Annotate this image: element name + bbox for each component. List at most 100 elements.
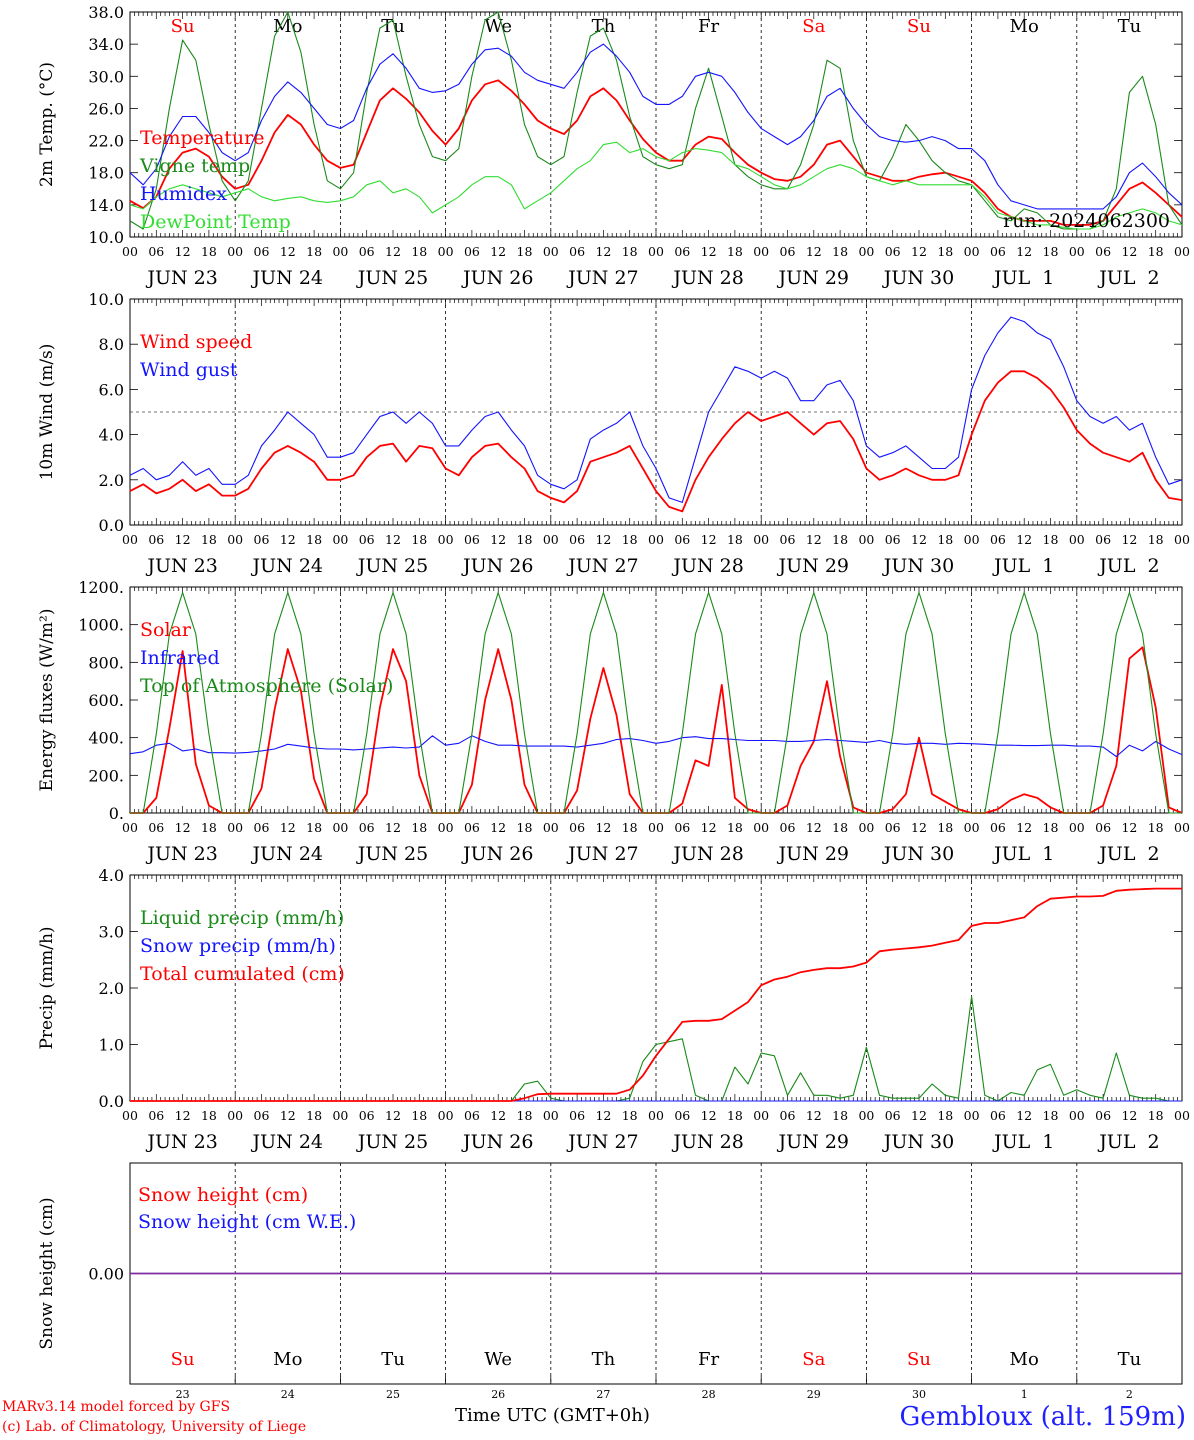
legend-entry: Wind gust bbox=[140, 359, 238, 381]
hour-tick-label: 18 bbox=[517, 1108, 533, 1123]
y-tick-label: 26.0 bbox=[88, 99, 124, 118]
hour-tick-label: 12 bbox=[911, 244, 927, 259]
hour-tick-label: 06 bbox=[569, 244, 585, 259]
weekday-label: Su bbox=[907, 1349, 931, 1370]
time-axis-label: Time UTC (GMT+0h) bbox=[455, 1405, 650, 1426]
y-tick-label: 1.0 bbox=[99, 1036, 124, 1055]
hour-tick-label: 00 bbox=[332, 244, 348, 259]
y-tick-label: 600. bbox=[88, 691, 124, 710]
hour-tick-label: 12 bbox=[280, 1108, 296, 1123]
hour-tick-label: 12 bbox=[911, 532, 927, 547]
hour-tick-label: 18 bbox=[201, 244, 217, 259]
hour-tick-label: 06 bbox=[148, 820, 164, 835]
y-tick-label: 2.0 bbox=[99, 979, 124, 998]
series-line-vigne-temp bbox=[129, 11, 1183, 230]
weekday-label: Mo bbox=[273, 16, 302, 37]
y-tick-label: 34.0 bbox=[88, 35, 124, 54]
hour-tick-label: 00 bbox=[753, 820, 769, 835]
day-label: JUN 30 bbox=[882, 1131, 954, 1153]
hour-tick-label: 12 bbox=[490, 820, 506, 835]
hour-tick-label: 06 bbox=[1095, 244, 1111, 259]
weekday-label: Th bbox=[592, 1349, 616, 1370]
hour-tick-label: 12 bbox=[280, 820, 296, 835]
hour-tick-label: 06 bbox=[885, 244, 901, 259]
hour-tick-label: 06 bbox=[148, 532, 164, 547]
hour-tick-label: 12 bbox=[385, 532, 401, 547]
day-label: JUL 1 bbox=[992, 267, 1054, 289]
hour-tick-label: 12 bbox=[1121, 244, 1137, 259]
day-number-label: 29 bbox=[807, 1388, 821, 1401]
day-label: JUN 23 bbox=[145, 1131, 217, 1153]
series-line-humidex bbox=[129, 43, 1183, 210]
hour-tick-label: 12 bbox=[490, 244, 506, 259]
legend-entry: Top of Atmosphere (Solar) bbox=[140, 675, 393, 697]
hour-tick-label: 18 bbox=[201, 1108, 217, 1123]
day-number-label: 25 bbox=[386, 1388, 400, 1401]
legend-entry: Snow precip (mm/h) bbox=[140, 935, 336, 957]
y-axis-label: Precip (mm/h) bbox=[37, 926, 57, 1049]
hour-tick-label: 12 bbox=[701, 1108, 717, 1123]
hour-tick-label: 18 bbox=[1043, 1108, 1059, 1123]
hour-tick-label: 12 bbox=[595, 1108, 611, 1123]
hour-tick-label: 00 bbox=[858, 820, 874, 835]
weekday-label: Su bbox=[907, 16, 931, 37]
hour-tick-label: 18 bbox=[832, 820, 848, 835]
hour-tick-label: 06 bbox=[885, 532, 901, 547]
day-label: JUN 24 bbox=[251, 267, 323, 289]
day-number-label: 23 bbox=[176, 1388, 190, 1401]
day-label: JUN 25 bbox=[356, 555, 428, 577]
y-tick-label: 22.0 bbox=[88, 132, 124, 151]
hour-tick-label: 06 bbox=[359, 532, 375, 547]
hour-tick-label: 00 bbox=[1069, 1108, 1085, 1123]
y-tick-label: 18.0 bbox=[88, 164, 124, 183]
y-tick-label: 1200. bbox=[78, 578, 124, 597]
y-tick-label: 1000. bbox=[78, 616, 124, 635]
hour-tick-label: 06 bbox=[674, 244, 690, 259]
day-number-label: 24 bbox=[281, 1388, 295, 1401]
day-label: JUN 25 bbox=[356, 1131, 428, 1153]
hour-tick-label: 12 bbox=[385, 244, 401, 259]
hour-tick-label: 12 bbox=[1016, 532, 1032, 547]
hour-tick-label: 12 bbox=[701, 820, 717, 835]
y-tick-label: 10.0 bbox=[88, 290, 124, 309]
y-tick-label: 800. bbox=[88, 653, 124, 672]
legend-entry: Vigne temp bbox=[139, 155, 250, 177]
hour-tick-label: 18 bbox=[1148, 532, 1164, 547]
weekday-label: Th bbox=[592, 16, 616, 37]
weekday-label: Fr bbox=[698, 1349, 719, 1370]
series-line-dewpoint-temp bbox=[129, 141, 1183, 230]
hour-tick-label: 18 bbox=[1148, 820, 1164, 835]
hour-tick-label: 12 bbox=[175, 820, 191, 835]
hour-tick-label: 06 bbox=[780, 1108, 796, 1123]
weekday-label: Su bbox=[171, 1349, 195, 1370]
hour-tick-label: 12 bbox=[595, 532, 611, 547]
hour-tick-label: 12 bbox=[490, 1108, 506, 1123]
hour-tick-label: 00 bbox=[1174, 820, 1190, 835]
weekday-label: Sa bbox=[802, 16, 825, 37]
hour-tick-label: 18 bbox=[1148, 244, 1164, 259]
day-label: JUL 2 bbox=[1097, 267, 1159, 289]
day-number-label: 30 bbox=[912, 1388, 926, 1401]
day-label: JUN 24 bbox=[251, 555, 323, 577]
series-line-wind-gust bbox=[129, 316, 1183, 503]
panel-1-frame bbox=[129, 11, 1183, 238]
weekday-label: Tu bbox=[1118, 16, 1142, 37]
day-label: JUN 24 bbox=[251, 843, 323, 865]
y-tick-label: 30.0 bbox=[88, 67, 124, 86]
hour-tick-label: 06 bbox=[1095, 532, 1111, 547]
hour-tick-label: 18 bbox=[937, 532, 953, 547]
day-label: JUL 1 bbox=[992, 1131, 1054, 1153]
weekday-label: We bbox=[484, 1349, 512, 1370]
hour-tick-label: 06 bbox=[359, 1108, 375, 1123]
y-tick-label: 0. bbox=[109, 804, 124, 823]
hour-tick-label: 18 bbox=[937, 820, 953, 835]
hour-tick-label: 00 bbox=[438, 532, 454, 547]
hour-tick-label: 12 bbox=[806, 244, 822, 259]
y-axis-label: Energy fluxes (W/m²) bbox=[37, 609, 57, 792]
hour-tick-label: 18 bbox=[622, 532, 638, 547]
hour-tick-label: 12 bbox=[701, 532, 717, 547]
day-label: JUN 28 bbox=[671, 555, 743, 577]
hour-tick-label: 18 bbox=[622, 244, 638, 259]
day-label: JUN 28 bbox=[671, 1131, 743, 1153]
hour-tick-label: 12 bbox=[385, 1108, 401, 1123]
